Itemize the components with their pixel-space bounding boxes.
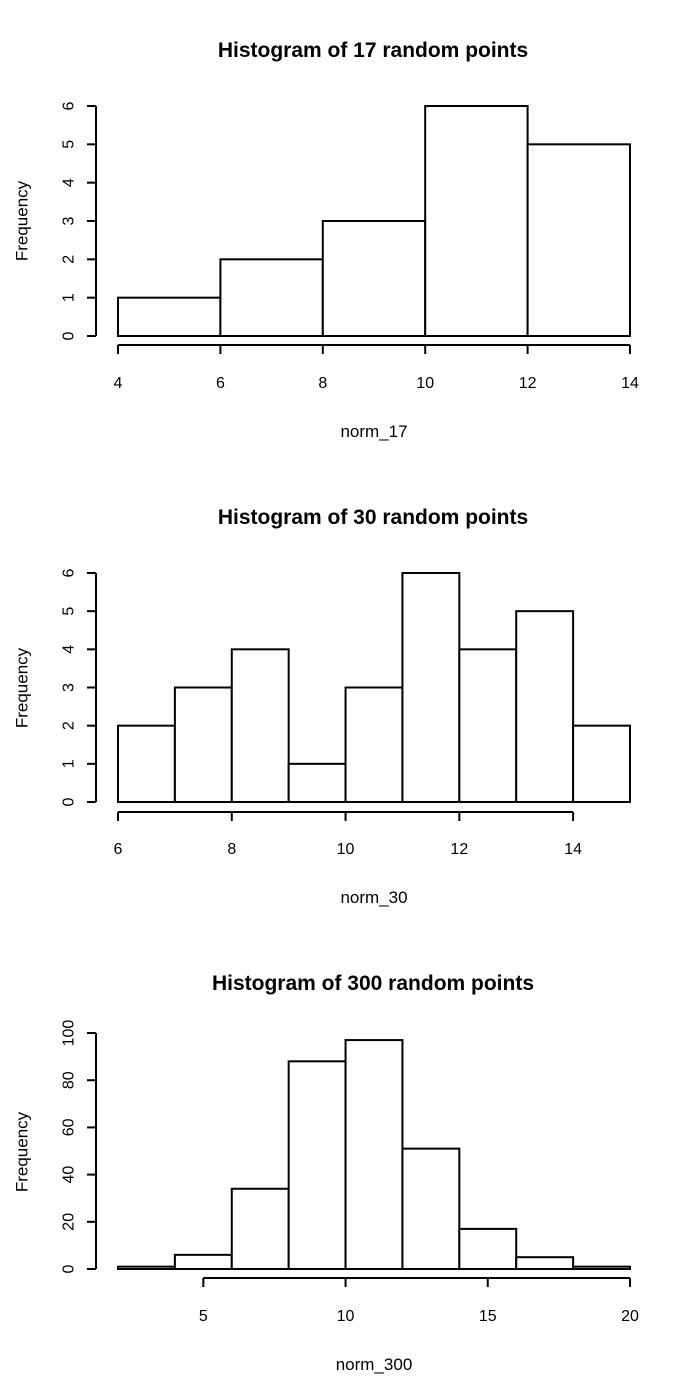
y-tick-label: 2 bbox=[61, 255, 78, 264]
y-tick-label: 20 bbox=[61, 1213, 78, 1231]
x-tick-label: 10 bbox=[337, 1308, 355, 1325]
y-tick-label: 5 bbox=[61, 140, 78, 149]
histogram-bar bbox=[572, 724, 631, 804]
histogram-bar bbox=[344, 686, 404, 803]
histogram-bar bbox=[287, 1060, 347, 1270]
y-tick-label: 0 bbox=[61, 1264, 78, 1273]
y-tick-label: 80 bbox=[61, 1071, 78, 1089]
y-tick-label: 40 bbox=[61, 1166, 78, 1184]
histogram-bar bbox=[572, 1265, 631, 1271]
x-tick-label: 15 bbox=[479, 1308, 497, 1325]
y-axis-label: Frequency bbox=[13, 1111, 32, 1192]
histogram-bar bbox=[117, 724, 176, 804]
y-tick-label: 100 bbox=[61, 1020, 78, 1047]
x-tick-label: 20 bbox=[621, 1308, 639, 1325]
y-tick-label: 1 bbox=[61, 293, 78, 302]
y-tick-label: 0 bbox=[61, 331, 78, 340]
histogram-bar bbox=[117, 296, 222, 337]
y-tick-label: 1 bbox=[61, 759, 78, 768]
histogram-bar bbox=[321, 220, 427, 337]
histogram-bar bbox=[401, 1147, 461, 1271]
histogram-bar bbox=[117, 1265, 176, 1271]
x-tick-label: 10 bbox=[337, 841, 355, 858]
histogram-bar bbox=[173, 686, 233, 803]
x-axis-label: norm_17 bbox=[340, 422, 407, 441]
x-tick-label: 6 bbox=[216, 375, 225, 392]
y-axis-label: Frequency bbox=[13, 647, 32, 728]
histogram-bar bbox=[173, 1253, 233, 1270]
x-tick-label: 14 bbox=[564, 841, 582, 858]
y-tick-label: 3 bbox=[61, 216, 78, 225]
x-axis-label: norm_300 bbox=[336, 1355, 413, 1374]
chart-title: Histogram of 300 random points bbox=[212, 972, 534, 995]
y-tick-label: 5 bbox=[61, 607, 78, 616]
histogram-bar bbox=[458, 648, 518, 803]
histogram-bar bbox=[230, 1187, 290, 1271]
chart-title: Histogram of 17 random points bbox=[218, 39, 528, 62]
x-tick-label: 4 bbox=[114, 375, 123, 392]
histogram-bar bbox=[230, 648, 290, 803]
histogram-bar bbox=[515, 1256, 575, 1270]
y-tick-label: 2 bbox=[61, 721, 78, 730]
y-axis-label: Frequency bbox=[13, 180, 32, 261]
x-tick-label: 10 bbox=[416, 375, 434, 392]
histogram-bar bbox=[401, 572, 461, 803]
y-tick-label: 60 bbox=[61, 1118, 78, 1136]
histogram-bar bbox=[458, 1227, 518, 1271]
x-axis-label: norm_30 bbox=[340, 888, 407, 907]
y-tick-label: 0 bbox=[61, 797, 78, 806]
x-tick-label: 12 bbox=[519, 375, 537, 392]
histogram-bar bbox=[219, 258, 324, 338]
chart-title: Histogram of 30 random points bbox=[218, 506, 528, 529]
histogram-bar bbox=[287, 762, 347, 803]
histogram-bar bbox=[515, 610, 575, 804]
x-tick-label: 14 bbox=[621, 375, 639, 392]
y-tick-label: 3 bbox=[61, 683, 78, 692]
x-tick-label: 12 bbox=[450, 841, 468, 858]
histogram-bar bbox=[526, 143, 631, 337]
y-tick-label: 4 bbox=[61, 178, 78, 187]
y-tick-label: 4 bbox=[61, 645, 78, 654]
y-tick-label: 6 bbox=[61, 568, 78, 577]
x-tick-label: 6 bbox=[114, 841, 123, 858]
x-tick-label: 8 bbox=[227, 841, 236, 858]
histogram-panel-3: Histogram of 300 random points 5 10 15 20 0 20… bbox=[13, 972, 640, 1374]
histogram-bar bbox=[424, 105, 529, 337]
histogram-bar bbox=[344, 1039, 404, 1270]
x-tick-label: 5 bbox=[199, 1308, 208, 1325]
x-tick-label: 8 bbox=[318, 375, 327, 392]
y-tick-label: 6 bbox=[61, 101, 78, 110]
